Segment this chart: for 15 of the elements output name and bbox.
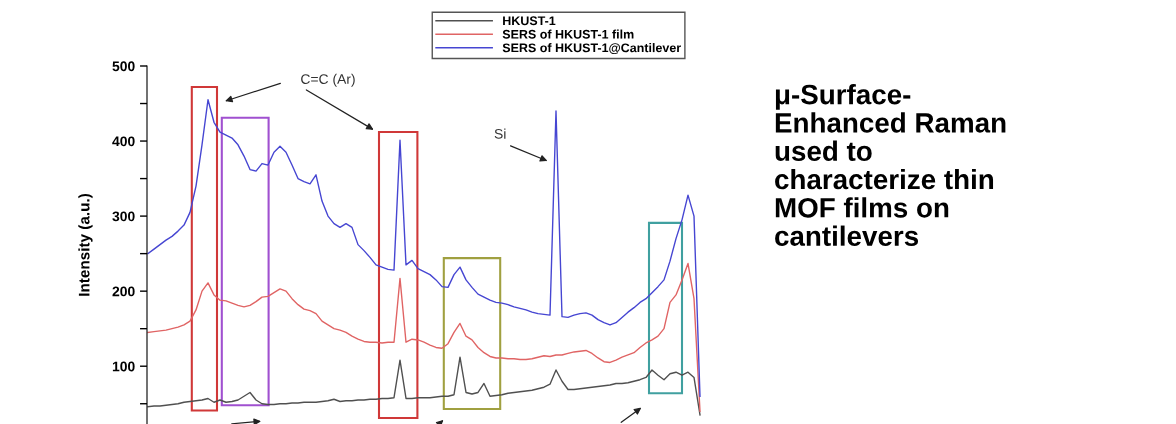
annotation: Si: [494, 128, 506, 139]
y-tick-label: 500: [112, 61, 135, 72]
legend-label: HKUST-1: [503, 16, 556, 26]
y-tick-label: 300: [112, 211, 135, 222]
legend-label: SERS of HKUST-1@Cantilever: [502, 43, 681, 55]
y-tick-label: 400: [112, 136, 135, 147]
annotation: C=C (Ar): [301, 73, 355, 87]
y-tick-label: 200: [112, 286, 135, 297]
text: μ-Surface- Enhanced Raman used to characterize thin MOF films on cantilevers: [775, 84, 1006, 246]
line-series: [147, 356, 701, 416]
y-tick-label: 100: [112, 361, 135, 372]
line-series: [147, 262, 701, 412]
y-axis-title: Intensity (a.u.): [78, 193, 93, 296]
line-series: [147, 99, 701, 397]
legend-label: SERS of HKUST-1 film: [502, 29, 634, 39]
